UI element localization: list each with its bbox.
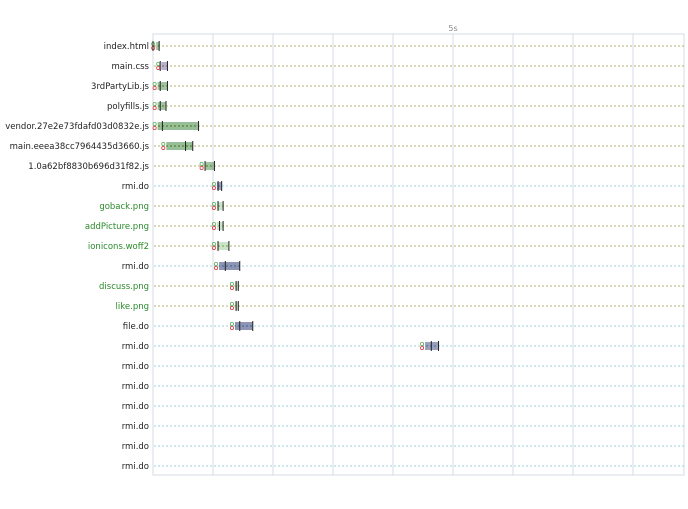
start-marker: [211, 225, 216, 230]
dns-marker: [152, 122, 157, 127]
dns-marker: [199, 161, 204, 166]
start-marker: [152, 126, 157, 131]
request-name[interactable]: rmi.do: [122, 462, 149, 472]
request-row[interactable]: file.do: [123, 321, 684, 332]
grid-layer: [152, 33, 685, 476]
request-name[interactable]: discuss.png: [99, 282, 149, 292]
time-axis: 5s: [448, 24, 457, 33]
start-marker: [152, 106, 157, 111]
request-row[interactable]: rmi.do: [122, 261, 684, 272]
request-row[interactable]: main.css: [112, 61, 684, 72]
request-row[interactable]: rmi.do: [122, 462, 684, 472]
start-marker: [199, 165, 204, 170]
request-name[interactable]: vendor.27e2e73fdafd03d0832e.js: [5, 122, 149, 132]
request-row[interactable]: index.html: [104, 41, 684, 52]
request-rows: index.html main.css 3rdPartyLib.js polyfill…: [5, 41, 684, 472]
start-marker: [211, 245, 216, 250]
request-row[interactable]: rmi.do: [122, 341, 684, 352]
request-row[interactable]: addPicture.png: [85, 221, 684, 232]
request-name[interactable]: 1.0a62bf8830b696d31f82.js: [28, 162, 149, 172]
dns-marker: [214, 261, 219, 266]
dns-marker: [211, 221, 216, 226]
request-name[interactable]: rmi.do: [122, 382, 149, 392]
start-marker: [229, 305, 234, 310]
dns-marker: [229, 281, 234, 286]
start-marker: [420, 345, 425, 350]
request-name[interactable]: rmi.do: [122, 362, 149, 372]
dns-marker: [211, 241, 216, 246]
request-name[interactable]: rmi.do: [122, 442, 149, 452]
request-name[interactable]: rmi.do: [122, 342, 149, 352]
request-row[interactable]: like.png: [116, 301, 684, 312]
request-name[interactable]: rmi.do: [122, 182, 149, 192]
request-row[interactable]: ionicons.woff2: [88, 241, 684, 252]
request-name[interactable]: rmi.do: [122, 262, 149, 272]
request-name[interactable]: index.html: [104, 42, 149, 52]
start-marker: [211, 185, 216, 190]
request-row[interactable]: rmi.do: [122, 181, 684, 192]
start-marker: [152, 86, 157, 91]
dns-marker: [161, 141, 166, 146]
dns-marker: [211, 181, 216, 186]
start-marker: [156, 66, 161, 71]
request-row[interactable]: 1.0a62bf8830b696d31f82.js: [28, 161, 684, 172]
dns-marker: [152, 82, 157, 87]
start-marker: [211, 205, 216, 210]
request-row[interactable]: rmi.do: [122, 402, 684, 412]
plot-frame: [152, 33, 685, 476]
request-row[interactable]: rmi.do: [122, 442, 684, 452]
request-name[interactable]: main.css: [112, 62, 150, 72]
start-marker: [229, 285, 234, 290]
dns-marker: [211, 201, 216, 206]
request-row[interactable]: discuss.png: [99, 281, 684, 292]
request-name[interactable]: goback.png: [99, 202, 149, 212]
request-row[interactable]: rmi.do: [122, 422, 684, 432]
dns-marker: [156, 62, 161, 67]
dns-marker: [229, 321, 234, 326]
dns-marker: [152, 102, 157, 107]
request-name[interactable]: rmi.do: [122, 422, 149, 432]
request-row[interactable]: rmi.do: [122, 382, 684, 392]
request-name[interactable]: addPicture.png: [85, 222, 149, 232]
dns-marker: [420, 341, 425, 346]
request-row[interactable]: vendor.27e2e73fdafd03d0832e.js: [5, 121, 684, 132]
request-name[interactable]: rmi.do: [122, 402, 149, 412]
request-name[interactable]: ionicons.woff2: [88, 242, 149, 252]
request-row[interactable]: rmi.do: [122, 362, 684, 372]
request-name[interactable]: file.do: [123, 322, 149, 332]
request-name[interactable]: polyfills.js: [107, 102, 150, 112]
request-name[interactable]: main.eeea38cc7964435d3660.js: [10, 142, 150, 152]
request-name[interactable]: 3rdPartyLib.js: [91, 82, 150, 92]
start-marker: [229, 325, 234, 330]
request-row[interactable]: polyfills.js: [107, 101, 684, 112]
tick-label: 5s: [448, 24, 457, 33]
dns-marker: [229, 301, 234, 306]
request-row[interactable]: goback.png: [99, 201, 684, 212]
request-name[interactable]: like.png: [116, 302, 149, 312]
start-marker: [161, 145, 166, 150]
start-marker: [214, 265, 219, 270]
request-row[interactable]: 3rdPartyLib.js: [91, 81, 684, 92]
request-row[interactable]: main.eeea38cc7964435d3660.js: [10, 141, 684, 152]
